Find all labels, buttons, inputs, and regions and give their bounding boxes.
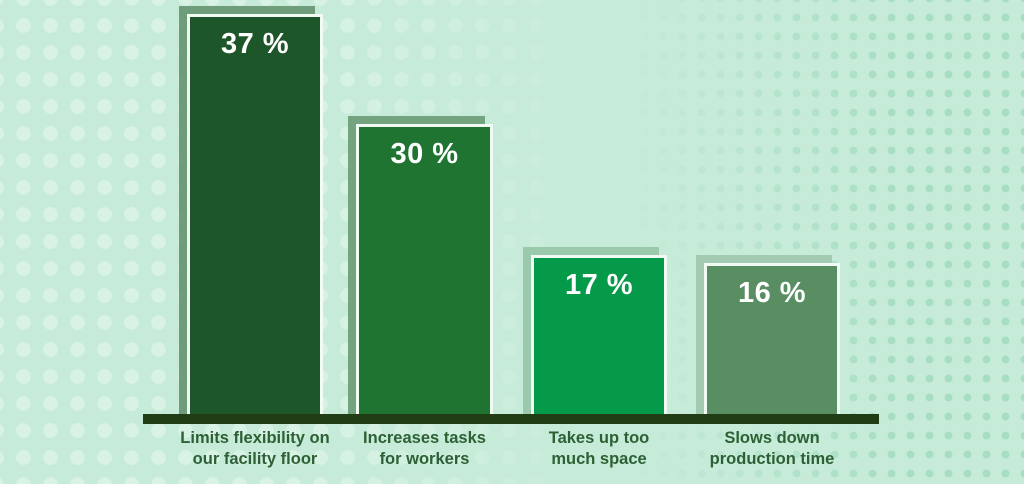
x-axis-line [143,414,879,424]
bar-category-label: Slows down production time [709,429,835,469]
bar-category-label: Increases tasks for workers [363,429,486,469]
bar-value-label: 16 % [737,277,807,309]
bar-group-1: 30 % [348,116,493,414]
bar-fill: 16 % [704,263,840,414]
bar-category-label: Takes up too much space [548,429,650,469]
bar-group-2: 17 % [523,247,667,414]
bar-value-label: 17 % [564,269,634,301]
bar-value-label: 37 % [220,28,290,60]
bar-group-3: 16 % [696,255,840,414]
bar-fill: 30 % [356,124,493,414]
bar-fill: 37 % [187,14,323,414]
bar-group-0: 37 % [179,6,323,414]
bar-value-label: 30 % [390,138,459,170]
bar-category-label: Limits flexibility on our facility floor [180,429,330,469]
bar-fill: 17 % [531,255,667,414]
